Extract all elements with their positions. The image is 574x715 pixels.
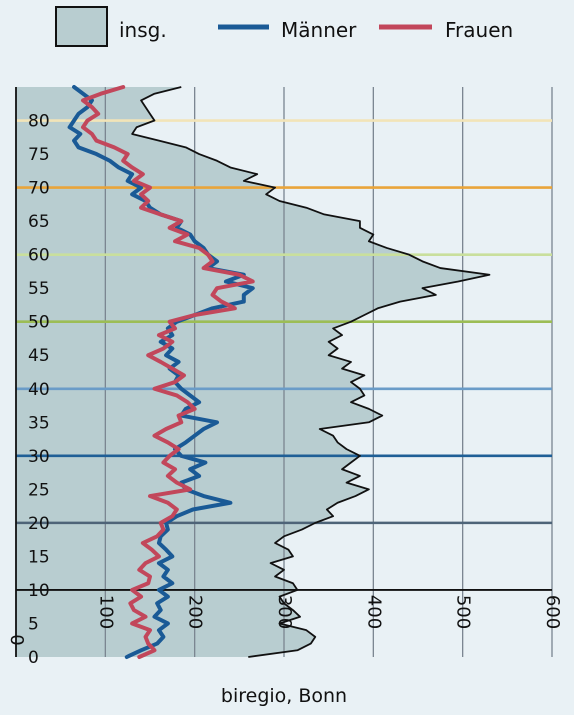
y-tick-label-45: 45 [28, 346, 50, 366]
line-women [81, 85, 255, 659]
y-tick-label-0: 0 [28, 648, 39, 668]
y-tick-label-65: 65 [28, 212, 50, 232]
y-tick-label-10: 10 [28, 581, 50, 601]
x-tick-label-0: 0 [6, 634, 27, 645]
line-total [131, 86, 491, 658]
y-tick-label-55: 55 [28, 279, 50, 299]
source-label: biregio, Bonn [221, 685, 347, 707]
x-tick-label-100: 100 [95, 595, 116, 629]
y-tick-label-25: 25 [28, 480, 50, 500]
legend-total-label: insg. [119, 18, 167, 42]
legend: insg. Männer Frauen [55, 6, 513, 47]
y-tick-label-15: 15 [28, 547, 50, 567]
legend-total-swatch [55, 6, 108, 47]
x-tick-label-500: 500 [453, 595, 474, 629]
x-tick-label-300: 300 [274, 595, 295, 629]
y-tick-label-80: 80 [28, 112, 50, 132]
y-tick-label-50: 50 [28, 313, 50, 333]
y-tick-label-60: 60 [28, 246, 50, 266]
legend-women-label: Frauen [445, 18, 513, 42]
x-tick-label-600: 600 [542, 595, 563, 629]
legend-men-label: Männer [281, 18, 357, 42]
line-men [67, 85, 255, 659]
y-tick-label-5: 5 [28, 614, 39, 634]
y-tick-label-40: 40 [28, 380, 50, 400]
y-tick-label-70: 70 [28, 179, 50, 199]
area-total [16, 87, 490, 657]
y-tick-label-20: 20 [28, 514, 50, 534]
y-tick-label-75: 75 [28, 145, 50, 165]
x-tick-label-400: 400 [363, 595, 384, 629]
y-tick-label-35: 35 [28, 413, 50, 433]
y-tick-label-30: 30 [28, 447, 50, 467]
x-tick-label-200: 200 [185, 595, 206, 629]
